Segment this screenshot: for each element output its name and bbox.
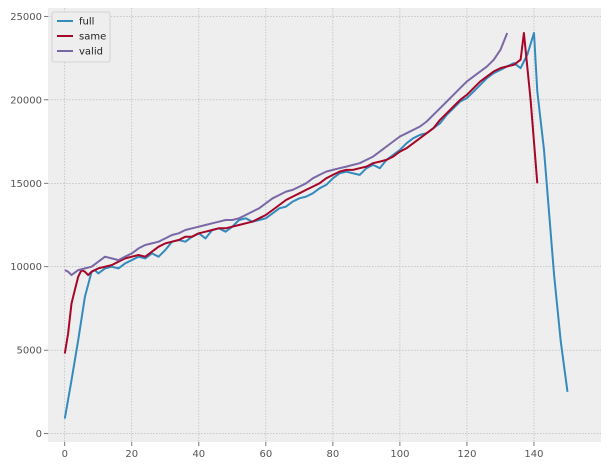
legend-label-full: full (79, 17, 94, 28)
grid (48, 8, 601, 442)
legend-label-same: same (79, 32, 106, 43)
legend-label-valid: valid (79, 47, 103, 58)
y-tick-label: 0 (36, 429, 42, 440)
y-tick-label: 20000 (10, 95, 42, 106)
x-tick-label: 120 (457, 449, 476, 460)
series-line-valid (64, 32, 509, 277)
x-tick-label: 100 (390, 449, 409, 460)
y-tick-label: 25000 (10, 12, 42, 23)
x-tick-label: 20 (125, 449, 138, 460)
y-tick-label: 15000 (10, 179, 42, 190)
series-line-full (63, 32, 569, 419)
legend: full same valid (51, 11, 111, 63)
series-lines (63, 32, 569, 419)
y-tick-label: 10000 (10, 262, 42, 273)
series-line-same (63, 32, 539, 354)
x-tick-label: 60 (259, 449, 272, 460)
plot-area (48, 8, 601, 442)
x-tick-label: 40 (192, 449, 205, 460)
x-axis-ticks: 0 20 40 60 80 100 120 140 (62, 442, 544, 460)
y-tick-label: 5000 (17, 346, 42, 357)
legend-box (51, 11, 111, 63)
x-tick-label: 140 (524, 449, 543, 460)
x-tick-label: 80 (327, 449, 340, 460)
x-tick-label: 0 (62, 449, 68, 460)
y-axis-ticks: 0 5000 10000 15000 20000 25000 (10, 12, 48, 440)
